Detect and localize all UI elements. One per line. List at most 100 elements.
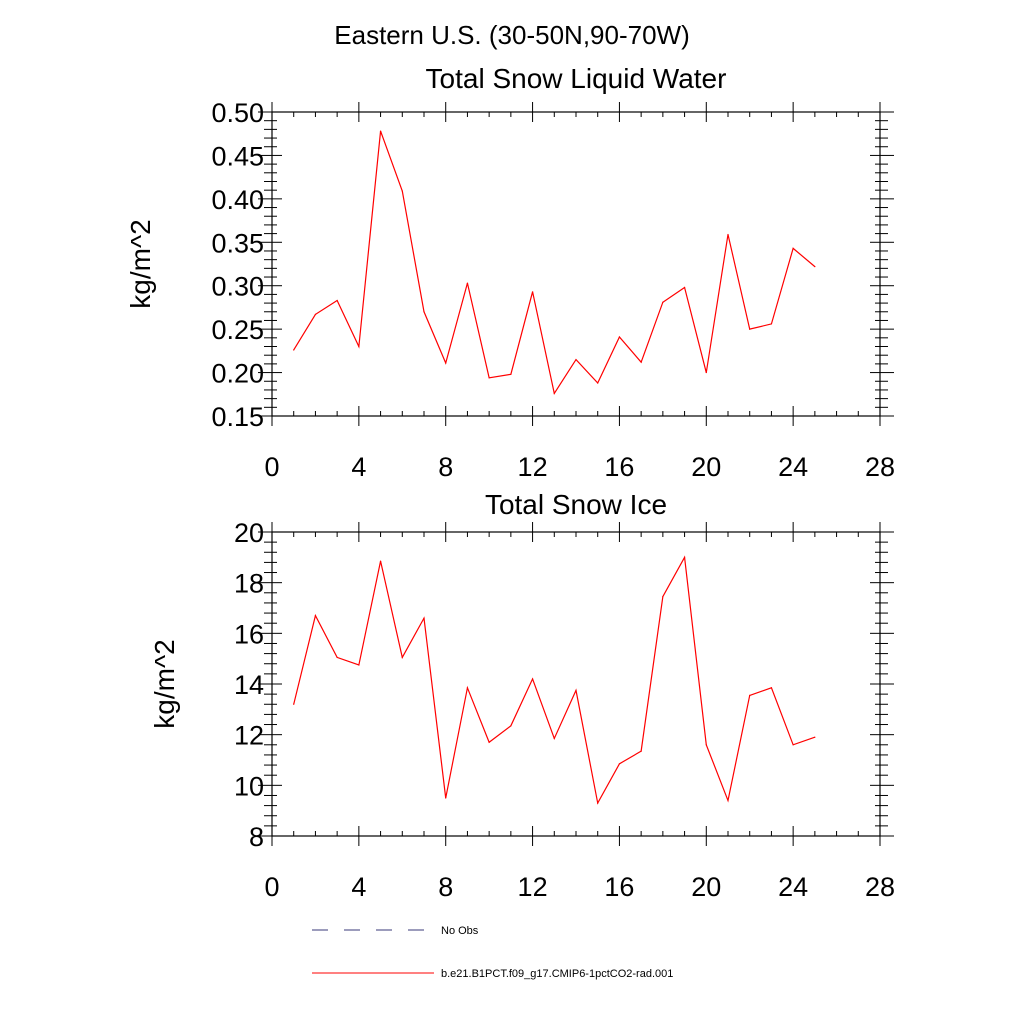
- data-point: [727, 233, 729, 236]
- y-tick-label: 0.45: [211, 141, 264, 171]
- y-tick-label: 0.40: [211, 185, 264, 215]
- figure-suptitle: Eastern U.S. (30-50N,90-70W): [334, 20, 689, 50]
- tick-marks: [258, 522, 894, 846]
- data-point: [814, 266, 816, 268]
- x-tick-label: 16: [604, 452, 634, 482]
- data-point: [336, 656, 338, 659]
- data-point: [618, 336, 621, 338]
- data-point: [466, 282, 469, 284]
- data-point: [401, 656, 403, 659]
- series-line-1: [293, 555, 816, 805]
- data-point: [683, 286, 686, 289]
- data-point: [423, 311, 425, 313]
- data-point: [662, 596, 664, 598]
- legend-item-1: No Obs: [312, 925, 479, 937]
- data-point: [293, 703, 295, 705]
- y-tick-label: 0.30: [211, 272, 264, 302]
- data-point: [510, 373, 512, 375]
- data-point: [749, 328, 751, 330]
- y-tick-label: 20: [234, 518, 264, 548]
- chart-panel-1: Total Snow Liquid Water kg/m^2 0 4 8 12 16 20 24…: [125, 63, 895, 482]
- x-tick-label: 28: [865, 452, 895, 482]
- data-point: [445, 797, 447, 799]
- data-point: [531, 678, 534, 680]
- y-tick-label: 10: [234, 771, 264, 801]
- x-tick-label: 8: [438, 872, 453, 902]
- y-tick-label: 18: [234, 569, 264, 599]
- data-point: [488, 377, 490, 379]
- chart-title: Total Snow Liquid Water: [426, 63, 727, 94]
- data-point: [379, 560, 382, 562]
- legend: No Obs b.e21.B1PCT.f09_g17.CMIP6-1pctCO2-…: [312, 925, 673, 980]
- series-points: [293, 130, 816, 395]
- x-tick-label: 16: [604, 872, 634, 902]
- x-tick-label: 20: [691, 872, 721, 902]
- data-point: [488, 741, 490, 743]
- x-tick-label: 24: [778, 872, 808, 902]
- data-point: [401, 190, 403, 192]
- legend-item-2: b.e21.B1PCT.f09_g17.CMIP6-1pctCO2-rad.00…: [312, 968, 673, 980]
- legend-label: b.e21.B1PCT.f09_g17.CMIP6-1pctCO2-rad.00…: [441, 968, 673, 980]
- data-point: [792, 247, 794, 249]
- data-point: [727, 799, 729, 802]
- chart-panel-2: Total Snow Ice kg/m^2 0 4 8 12 16 20 24 28 8 10 12 14…: [149, 489, 895, 902]
- data-point: [792, 744, 794, 746]
- series-line-1: [293, 130, 816, 395]
- data-point: [662, 301, 664, 303]
- data-point: [423, 617, 425, 619]
- data-point: [553, 392, 555, 395]
- x-tick-label: 12: [518, 872, 548, 902]
- data-point: [314, 615, 317, 617]
- y-tick-label: 16: [234, 619, 264, 649]
- data-point: [575, 358, 577, 361]
- x-tick-label: 12: [518, 452, 548, 482]
- data-point: [358, 664, 360, 666]
- x-tick-label: 24: [778, 452, 808, 482]
- y-tick-label: 0.25: [211, 315, 264, 345]
- series-points: [293, 556, 816, 804]
- x-tick-label: 0: [264, 872, 279, 902]
- chart-title: Total Snow Ice: [485, 489, 667, 520]
- data-point: [379, 130, 382, 132]
- data-point: [553, 737, 555, 740]
- data-point: [705, 371, 707, 374]
- y-tick-label: 0.35: [211, 228, 264, 258]
- x-tick-label: 4: [351, 452, 366, 482]
- data-point: [466, 687, 469, 689]
- y-tick-label: 8: [249, 822, 264, 852]
- data-point: [749, 694, 751, 697]
- y-tick-label: 14: [234, 670, 264, 700]
- data-point: [640, 361, 642, 363]
- x-tick-label: 0: [264, 452, 279, 482]
- data-point: [770, 323, 773, 325]
- data-point: [814, 736, 816, 738]
- y-tick-label: 0.50: [211, 98, 264, 128]
- data-point: [531, 291, 534, 293]
- data-point: [358, 345, 360, 348]
- data-point: [683, 556, 686, 558]
- data-point: [705, 744, 707, 746]
- x-tick-label: 8: [438, 452, 453, 482]
- y-axis-label: kg/m^2: [125, 219, 156, 308]
- data-point: [597, 382, 599, 384]
- tick-marks: [258, 102, 894, 426]
- x-tick-label: 4: [351, 872, 366, 902]
- y-tick-label: 0.20: [211, 359, 264, 389]
- y-axis-label: kg/m^2: [149, 639, 180, 728]
- data-point: [597, 802, 599, 804]
- plot-frame: [271, 531, 881, 837]
- legend-label: No Obs: [441, 925, 479, 937]
- data-point: [293, 349, 295, 351]
- data-point: [510, 725, 512, 727]
- data-point: [336, 299, 338, 302]
- data-point: [445, 362, 447, 364]
- x-tick-label: 28: [865, 872, 895, 902]
- data-point: [314, 313, 317, 315]
- y-tick-label: 12: [234, 721, 264, 751]
- data-point: [575, 689, 577, 691]
- data-point: [618, 763, 621, 765]
- data-point: [640, 750, 642, 752]
- data-point: [770, 687, 773, 689]
- x-tick-label: 20: [691, 452, 721, 482]
